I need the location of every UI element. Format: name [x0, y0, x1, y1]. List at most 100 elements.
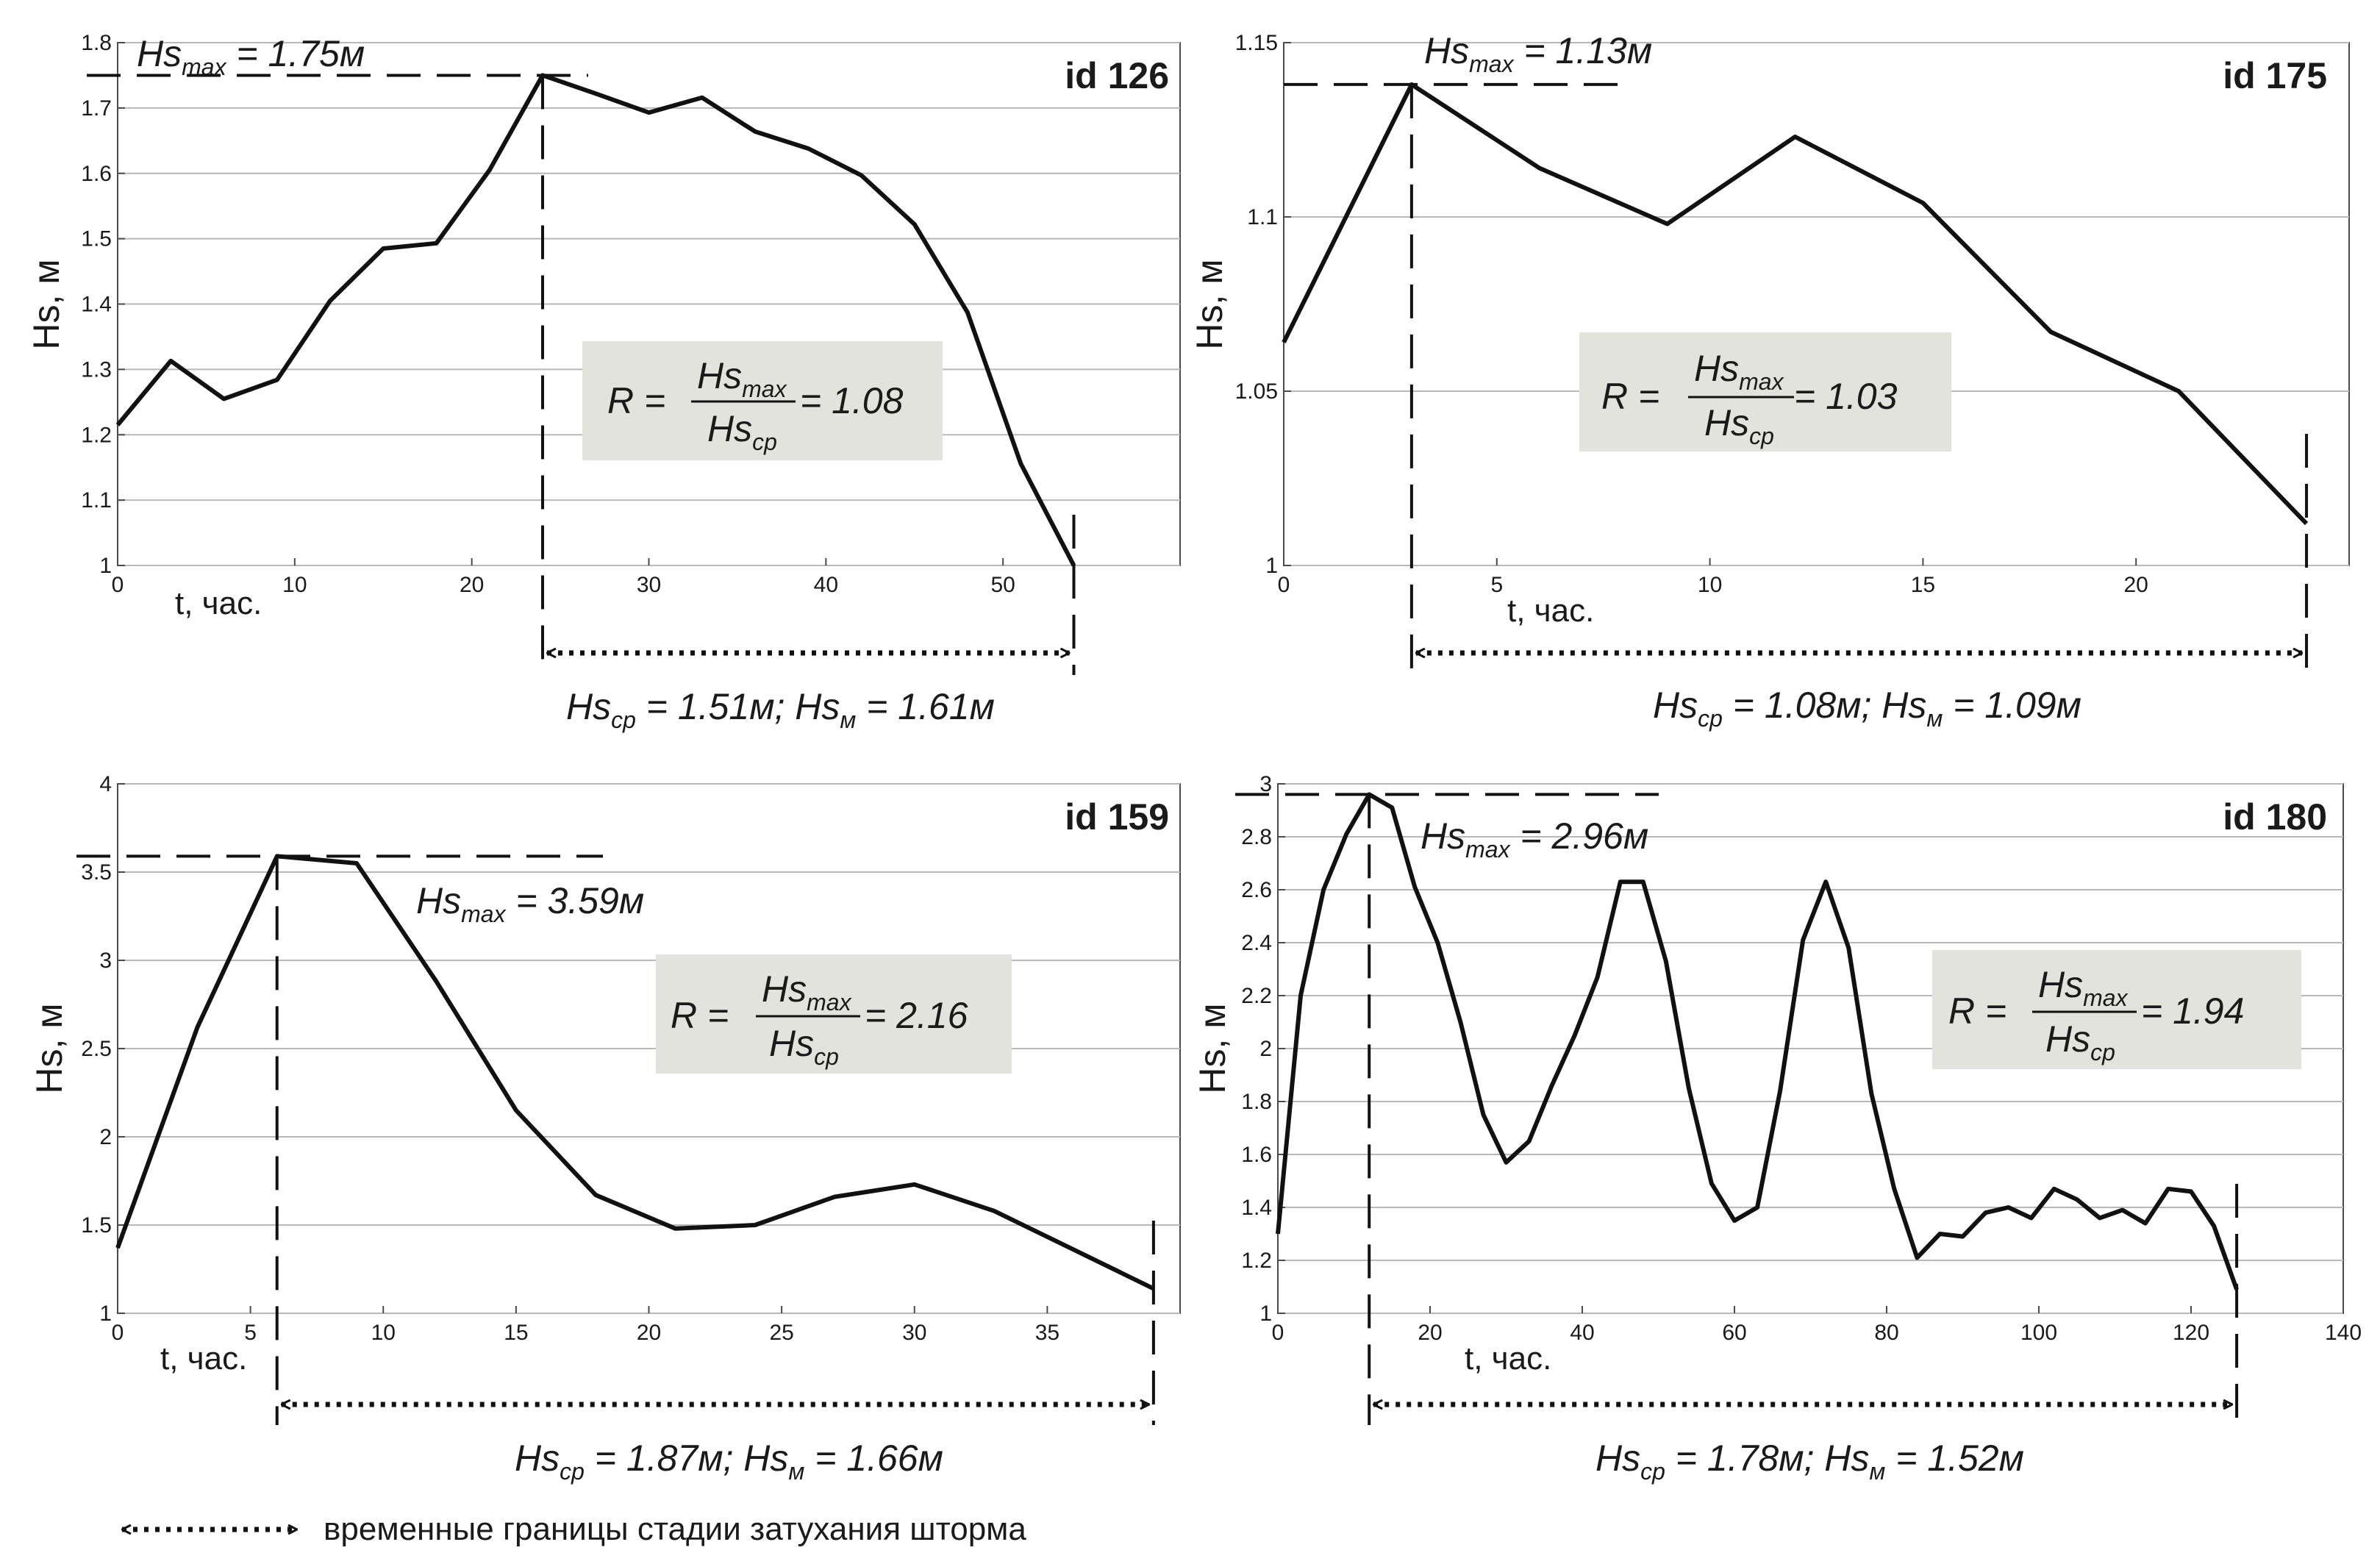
- hsmax-annotation: Hsmax = 1.75м: [137, 33, 365, 80]
- panel-id-label: id 175: [2223, 55, 2327, 96]
- ratio-box: R = Hsmax Hsср = 2.16: [656, 954, 1012, 1074]
- y-tick-label: 1.6: [81, 162, 112, 186]
- r-numerator: Hsmax: [762, 968, 852, 1015]
- x-ticks: 0 10 20 30 40 50: [112, 558, 1015, 597]
- y-tick-label: 1.1: [1247, 205, 1278, 229]
- y-axis-label: Hs, м: [1189, 259, 1230, 349]
- y-tick-label: 2.2: [1241, 984, 1272, 1008]
- x-tick-label: 100: [2020, 1321, 2057, 1345]
- y-axis-label: Hs, м: [1192, 1003, 1233, 1093]
- grid-lines: [1278, 783, 2343, 1314]
- y-tick-label: 3: [99, 949, 112, 973]
- y-tick-label: 1.7: [81, 96, 112, 121]
- y-tick-label: 1.6: [1241, 1143, 1272, 1167]
- y-tick-label: 1.4: [81, 293, 112, 317]
- y-tick-label: 2: [1259, 1037, 1272, 1061]
- y-ticks: 1 1.05 1.1 1.15: [1235, 31, 1291, 578]
- x-tick-label: 60: [1722, 1321, 1746, 1345]
- r-value: = 2.16: [865, 995, 968, 1036]
- y-tick-label: 2.4: [1241, 931, 1272, 955]
- x-ticks: 0 5 10 15 20: [1278, 558, 2148, 597]
- y-tick-label: 2.8: [1241, 825, 1272, 849]
- r-prefix: R =: [1601, 376, 1659, 417]
- hs-sub: max: [182, 54, 226, 80]
- x-axis-label: t, час.: [1465, 1340, 1551, 1377]
- y-tick-label: 4: [99, 772, 112, 796]
- x-tick-label: 30: [637, 573, 661, 597]
- y-tick-label: 1: [99, 1302, 112, 1326]
- y-tick-label: 1: [1265, 554, 1278, 578]
- series-line: [1282, 82, 2309, 526]
- r-denominator: Hsср: [2045, 1018, 2115, 1065]
- y-tick-label: 3: [1259, 772, 1272, 796]
- x-axis-label: t, час.: [1507, 593, 1594, 629]
- x-tick-label: 0: [1278, 573, 1290, 597]
- x-tick-label: 140: [2325, 1321, 2362, 1345]
- y-ticks: 1 1.1 1.2 1.3 1.4 1.5 1.6 1.7 1.8: [81, 31, 125, 578]
- x-tick-label: 10: [282, 573, 307, 597]
- x-tick-label: 35: [1035, 1321, 1059, 1345]
- y-tick-label: 1.2: [1241, 1249, 1272, 1273]
- stats-line: Hsср = 1.08м; Hsм = 1.09м: [1653, 685, 2081, 732]
- x-tick-label: 30: [902, 1321, 926, 1345]
- r-numerator: Hsmax: [697, 355, 787, 402]
- y-tick-label: 1.8: [1241, 1090, 1272, 1114]
- stats-line: Hsср = 1.51м; Hsм = 1.61м: [566, 686, 995, 733]
- x-tick-label: 20: [460, 573, 484, 597]
- x-tick-label: 0: [112, 573, 124, 597]
- hsmax-annotation: Hsmax = 1.13м: [1424, 30, 1652, 77]
- x-tick-label: 120: [2173, 1321, 2209, 1345]
- r-denominator: Hsср: [707, 408, 777, 455]
- stats-line: Hsср = 1.78м; Hsм = 1.52м: [1595, 1438, 2024, 1485]
- x-tick-label: 0: [1272, 1321, 1284, 1345]
- series-line: [1276, 792, 2239, 1290]
- legend-text: временные границы стадии затухания шторм…: [324, 1511, 1026, 1547]
- r-denominator: Hsср: [1704, 402, 1774, 449]
- r-numerator: Hsmax: [1694, 348, 1784, 395]
- y-axis-label: Hs, м: [29, 1003, 70, 1093]
- chart-panel-id-159: 1 1.5 2 2.5 3 3.5 4 0 5 10 15 20 25 30 35 id 159 Hs, …: [29, 772, 1181, 1485]
- x-tick-label: 40: [814, 573, 838, 597]
- legend: временные границы стадии затухания шторм…: [122, 1511, 1026, 1547]
- r-prefix: R =: [1948, 990, 2006, 1032]
- series-line: [115, 73, 1076, 567]
- y-tick-label: 1.3: [81, 357, 112, 382]
- ratio-box: R = Hsmax Hsср = 1.08: [582, 341, 943, 460]
- chart-panel-id-126: 1 1.1 1.2 1.3 1.4 1.5 1.6 1.7 1.8 0 10 20 30 40 50 id…: [26, 31, 1181, 733]
- x-tick-label: 20: [1418, 1321, 1442, 1345]
- y-tick-label: 1.15: [1235, 31, 1278, 55]
- panel-id-label: id 180: [2223, 796, 2327, 838]
- y-tick-label: 1.5: [81, 1213, 112, 1238]
- x-tick-label: 0: [112, 1321, 124, 1345]
- y-tick-label: 1.8: [81, 31, 112, 55]
- y-ticks: 1 1.2 1.4 1.6 1.8 2 2.2 2.4 2.6 2.8 3: [1241, 772, 1285, 1326]
- chart-panel-id-180: 1 1.2 1.4 1.6 1.8 2 2.2 2.4 2.6 2.8 3 0 20 40 60 80 100…: [1192, 772, 2362, 1485]
- r-numerator: Hsmax: [2038, 964, 2129, 1011]
- x-tick-label: 20: [2124, 573, 2148, 597]
- plot-area: [1283, 42, 2350, 566]
- hsmax-value: = 1.75м: [226, 33, 365, 74]
- panel-id-label: id 159: [1065, 796, 1169, 838]
- ratio-box: R = Hsmax Hsср = 1.03: [1579, 332, 1951, 451]
- x-tick-label: 15: [504, 1321, 528, 1345]
- stats-line: Hsср = 1.87м; Hsм = 1.66м: [515, 1438, 943, 1485]
- y-tick-label: 1.05: [1235, 379, 1278, 404]
- x-tick-label: 5: [1490, 573, 1503, 597]
- r-denominator: Hsср: [769, 1023, 839, 1070]
- x-tick-label: 25: [769, 1321, 793, 1345]
- y-ticks: 1 1.5 2 2.5 3 3.5 4: [81, 772, 125, 1326]
- x-axis-label: t, час.: [175, 585, 262, 621]
- x-tick-label: 10: [1698, 573, 1722, 597]
- panel-id-label: id 126: [1065, 55, 1169, 96]
- x-axis-label: t, час.: [160, 1340, 247, 1377]
- x-ticks: 0 5 10 15 20 25 30 35: [112, 1306, 1059, 1345]
- y-tick-label: 1.4: [1241, 1196, 1272, 1220]
- y-tick-label: 1.5: [81, 227, 112, 251]
- ratio-box: R = Hsmax Hsср = 1.94: [1932, 950, 2301, 1069]
- x-ticks: 0 20 40 60 80 100 120 140: [1272, 1306, 2362, 1345]
- r-prefix: R =: [607, 380, 665, 421]
- chart-panel-id-175: 1 1.05 1.1 1.15 0 5 10 15 20 id 175 Hs, м t, ча…: [1189, 30, 2350, 732]
- r-value: = 1.08: [800, 380, 904, 421]
- y-tick-label: 3.5: [81, 860, 112, 885]
